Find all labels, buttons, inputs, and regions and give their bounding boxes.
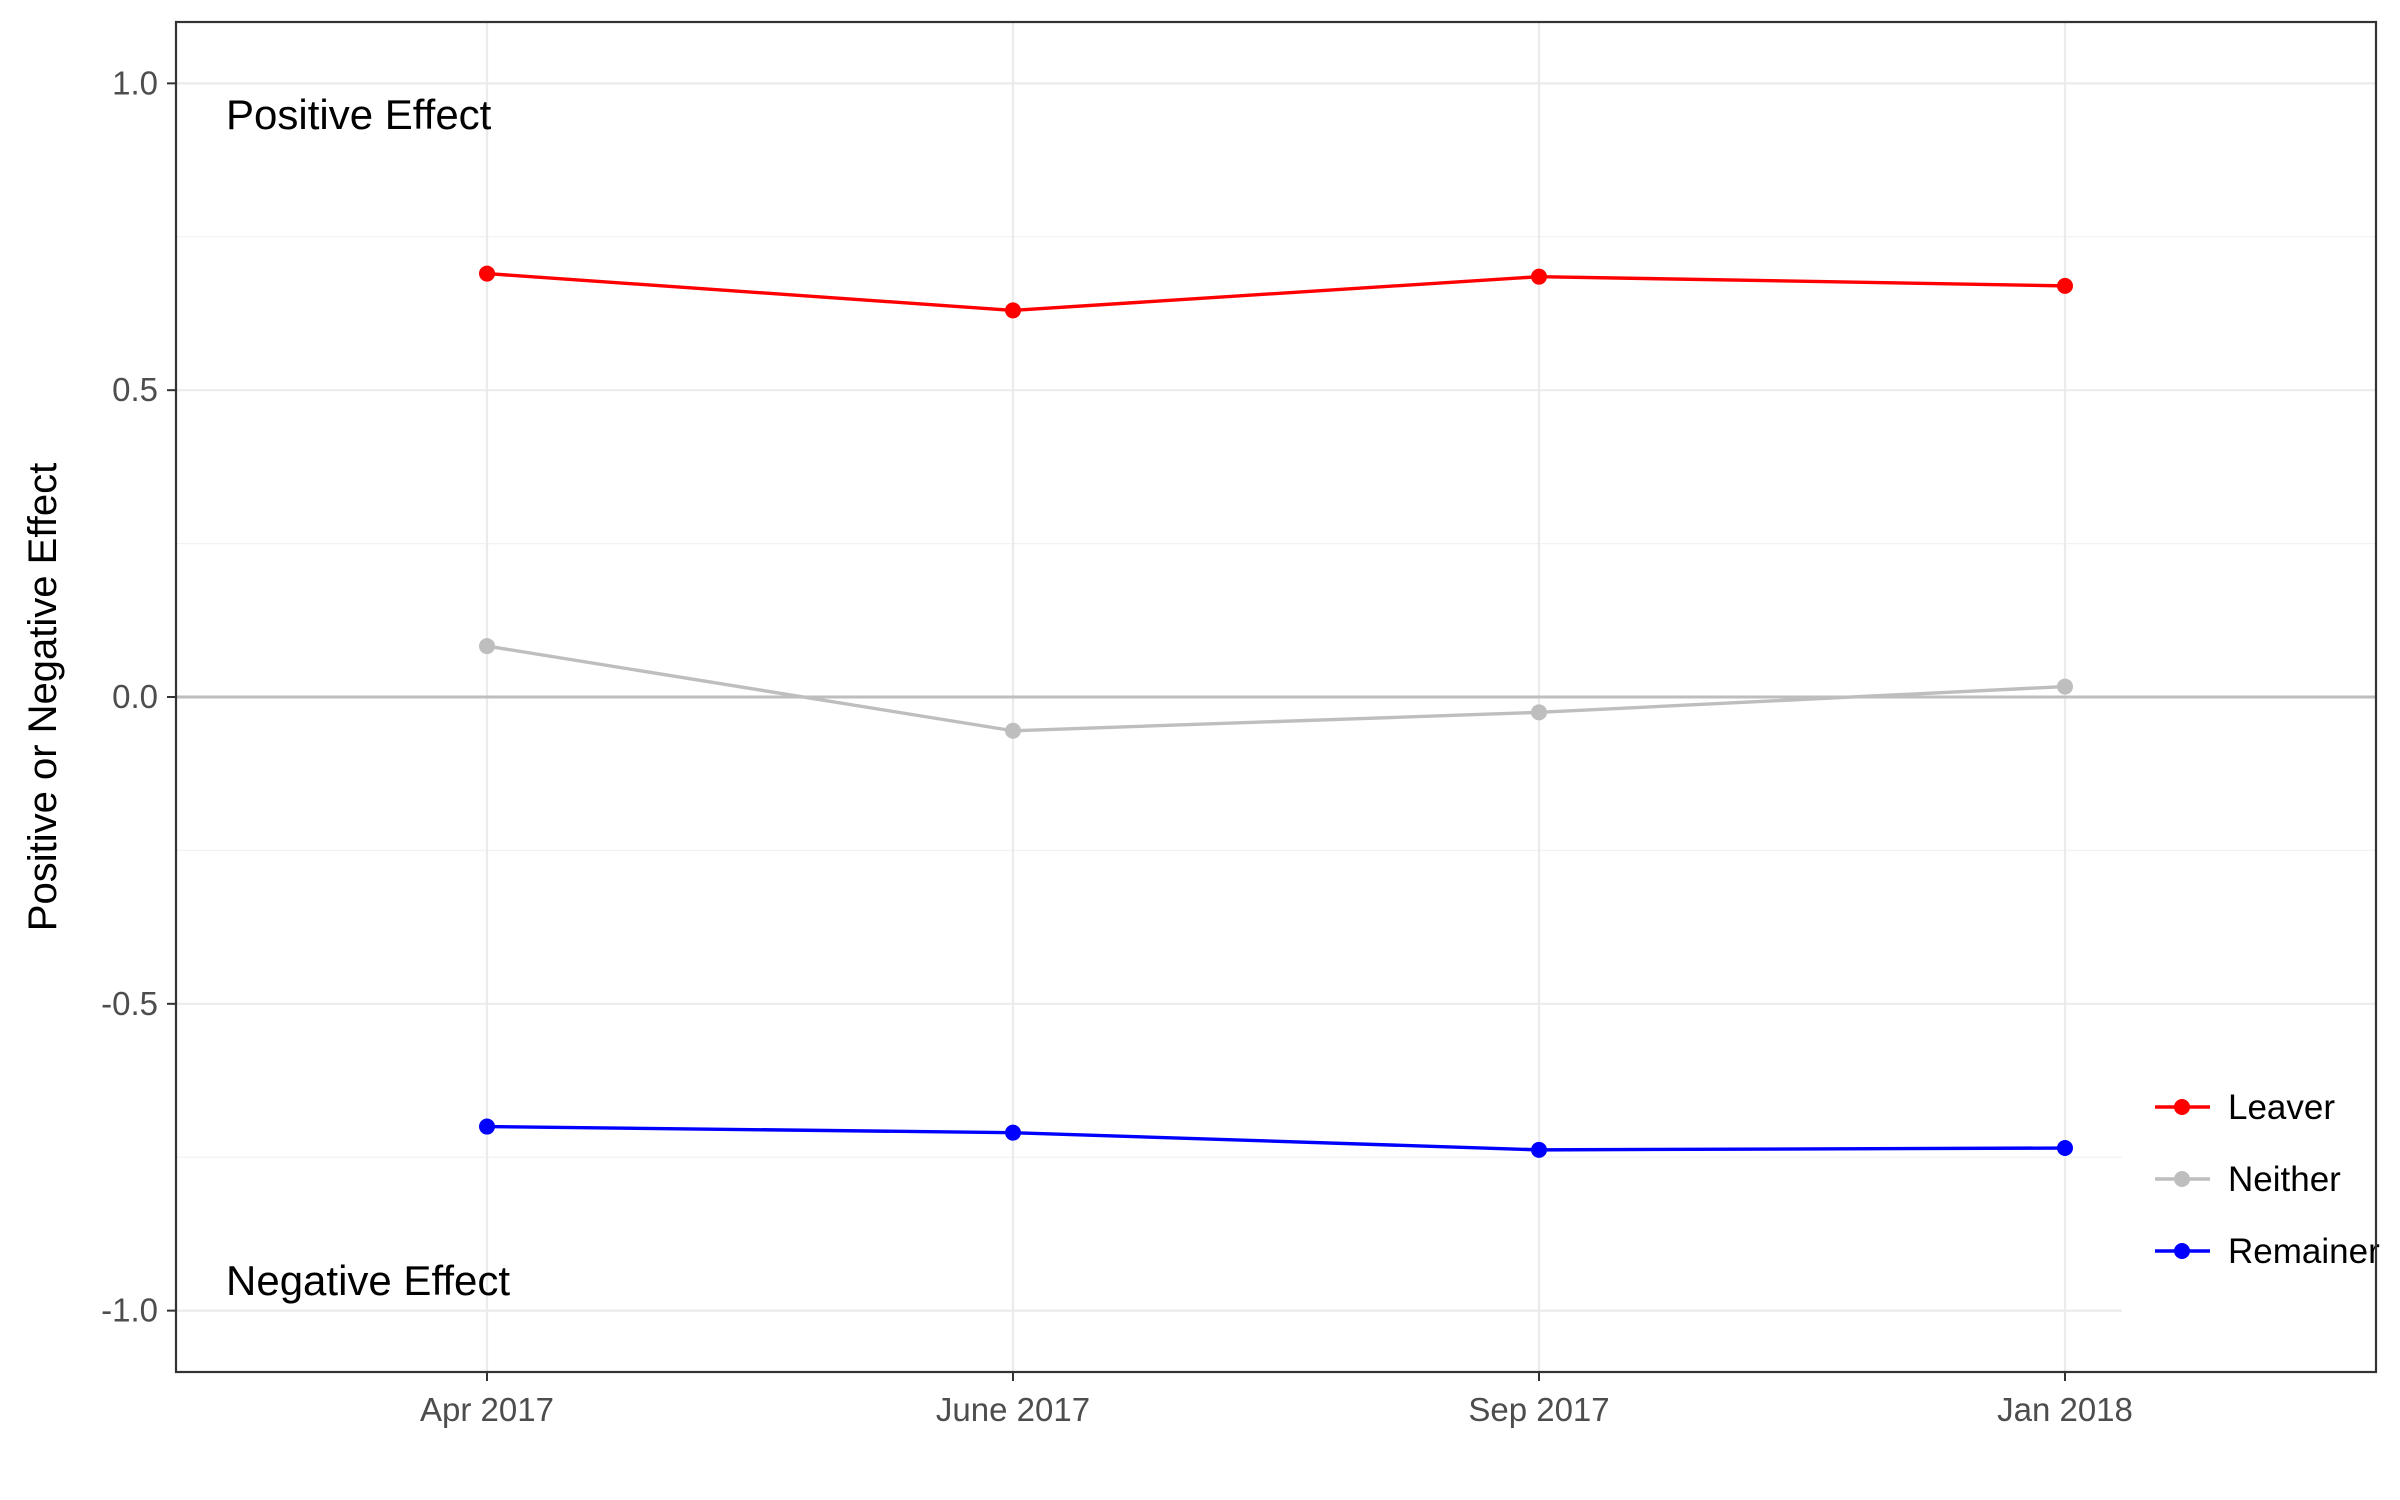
legend-key-point-remainer bbox=[2174, 1243, 2190, 1259]
data-point-remainer bbox=[479, 1118, 495, 1135]
legend-label-remainer: Remainer bbox=[2228, 1232, 2380, 1271]
series-line-neither bbox=[486, 644, 2066, 733]
series-line-remainer bbox=[486, 1124, 2066, 1152]
y-tick-label: -0.5 bbox=[101, 985, 158, 1022]
x-tick-label: Sep 2017 bbox=[1468, 1391, 1609, 1428]
y-tick-label: 0.0 bbox=[112, 678, 158, 715]
data-point-neither bbox=[1005, 722, 1021, 739]
annotation-negative-effect: Negative Effect bbox=[226, 1257, 510, 1304]
legend-background bbox=[2122, 1006, 2400, 1316]
data-point-leaver bbox=[1005, 302, 1021, 319]
series-line-leaver bbox=[486, 271, 2066, 313]
data-point-leaver bbox=[1531, 268, 1547, 285]
data-point-remainer bbox=[2057, 1140, 2073, 1157]
legend-key-point-neither bbox=[2174, 1171, 2190, 1187]
data-point-remainer bbox=[1531, 1141, 1547, 1158]
x-tick-label: Apr 2017 bbox=[420, 1391, 554, 1428]
series-group bbox=[479, 265, 2073, 1158]
y-tick-label: 1.0 bbox=[112, 64, 158, 101]
legend-label-leaver: Leaver bbox=[2228, 1088, 2335, 1127]
data-point-neither bbox=[479, 638, 495, 655]
y-tick-label: 0.5 bbox=[112, 371, 158, 408]
data-point-neither bbox=[2057, 678, 2073, 695]
data-point-leaver bbox=[2057, 277, 2073, 294]
annotation-group: Positive Effect Negative Effect bbox=[226, 91, 510, 1304]
data-point-leaver bbox=[479, 265, 495, 282]
legend-label-neither: Neither bbox=[2228, 1160, 2341, 1199]
x-tick-label: June 2017 bbox=[936, 1391, 1090, 1428]
annotation-positive-effect: Positive Effect bbox=[226, 91, 492, 138]
data-point-neither bbox=[1531, 704, 1547, 721]
x-tick-label: Jan 2018 bbox=[1997, 1391, 2133, 1428]
y-axis-title: Positive or Negative Effect bbox=[21, 463, 65, 931]
data-point-remainer bbox=[1005, 1124, 1021, 1141]
legend: Leaver Neither Remainer bbox=[2122, 1006, 2400, 1316]
y-tick-label: -1.0 bbox=[101, 1292, 158, 1329]
axes-group: -1.0 -0.5 0.0 0.5 1.0 Apr 2017 June 2017 Sep 20… bbox=[101, 64, 2133, 1428]
legend-key-point-leaver bbox=[2174, 1099, 2190, 1115]
